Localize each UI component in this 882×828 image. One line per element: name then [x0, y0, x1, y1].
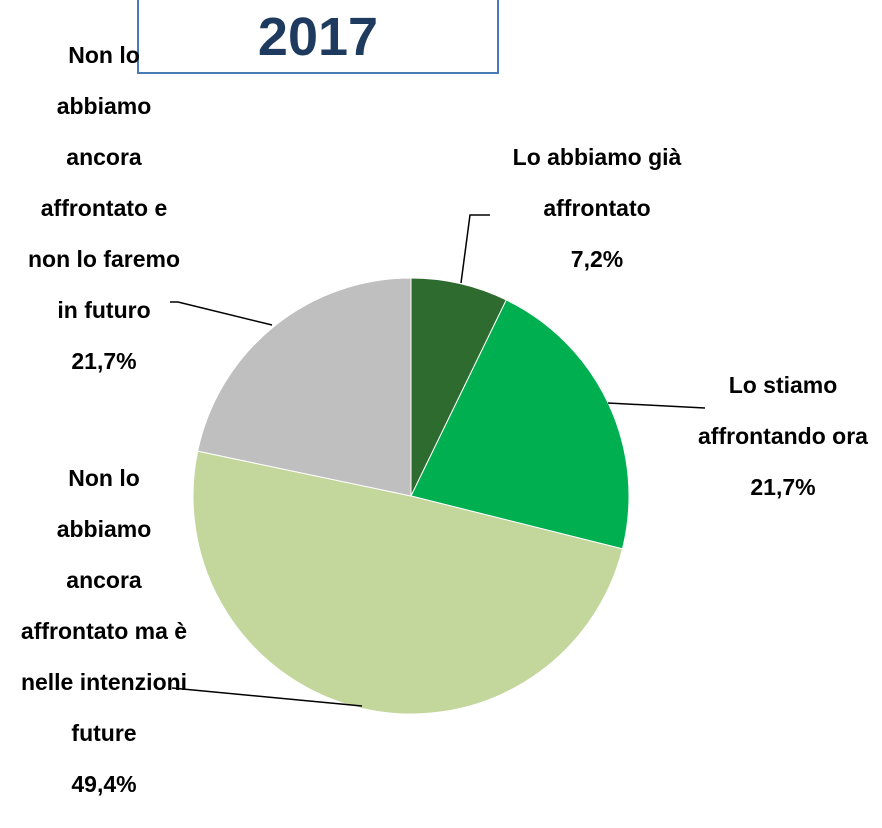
- slice-category: Lo abbiamo già affrontato: [512, 144, 682, 221]
- slice-category: Non lo abbiamo ancora affrontato e non l…: [27, 42, 181, 323]
- pie-slice: [410, 299, 630, 550]
- slice-value: 21,7%: [71, 348, 137, 374]
- slice-value: 21,7%: [750, 474, 816, 500]
- slice-label: Non lo abbiamo ancora affrontato e non l…: [18, 30, 190, 387]
- pie-slice: [410, 277, 507, 497]
- slice-label: Lo stiamo affrontando ora 21,7%: [698, 360, 868, 513]
- leader-line: [171, 687, 363, 707]
- leader-line: [460, 214, 490, 284]
- slice-category: Non lo abbiamo ancora affrontato ma è ne…: [20, 465, 188, 746]
- chart-title: 2017: [137, 0, 499, 74]
- slice-category: Lo stiamo affrontando ora: [698, 372, 868, 449]
- pie-slice: [192, 450, 624, 715]
- slice-label: Non lo abbiamo ancora affrontato ma è ne…: [18, 453, 190, 810]
- slice-value: 7,2%: [570, 246, 624, 272]
- leader-line: [170, 301, 273, 326]
- slice-value: 49,4%: [71, 771, 137, 797]
- pie-slice: [197, 277, 412, 497]
- leader-line: [607, 402, 706, 409]
- slice-label: Lo abbiamo già affrontato 7,2%: [482, 132, 712, 285]
